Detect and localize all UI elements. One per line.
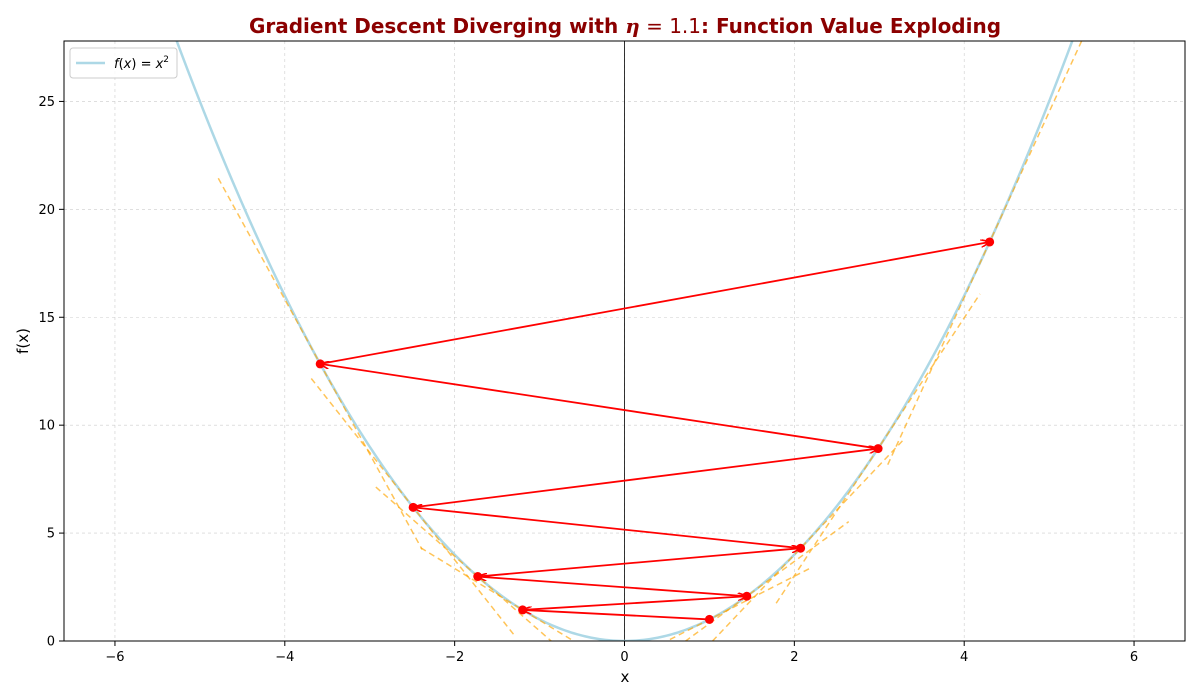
y-tick-label-2: 10 (38, 419, 55, 434)
descent-arrows (320, 242, 989, 621)
x-tick-label-2: −2 (445, 650, 464, 665)
legend-box (69, 47, 178, 79)
iterate-point-6 (873, 444, 883, 454)
iterate-point-8 (985, 237, 995, 247)
legend-label-exponent: 2 (163, 55, 169, 65)
x-tick-label-1: −4 (275, 650, 294, 665)
legend-label-paren-open: ( (119, 57, 124, 72)
descent-arrow-1 (522, 596, 747, 611)
legend-label-equals: ) = (131, 57, 155, 72)
legend-label: f(x) = x2 (114, 55, 169, 72)
y-axis-label: f(x) (14, 328, 32, 354)
descent-arrow-2 (478, 577, 747, 598)
y-axis-ticks: 0 5 10 15 20 25 (38, 95, 64, 650)
y-tick-label-0: 0 (47, 635, 55, 650)
x-tick-label-4: 2 (790, 650, 798, 665)
descent-arrow-3 (477, 548, 801, 578)
descent-arrow-0 (523, 610, 710, 621)
tangent-line-2 (684, 521, 850, 641)
chart-title-eta: η (625, 14, 640, 38)
iterate-point-5 (408, 502, 418, 512)
x-tick-label-5: 4 (960, 650, 968, 665)
x-tick-label-0: −6 (105, 650, 124, 665)
iterate-point-1 (518, 605, 528, 615)
iterate-points (315, 237, 995, 624)
iterate-point-2 (742, 591, 752, 601)
legend-label-x: x (123, 57, 132, 72)
y-tick-label-3: 15 (38, 311, 55, 326)
chart-title-part-3: : Function Value Exploding (701, 14, 1001, 38)
descent-arrow-7 (320, 242, 989, 365)
y-tick-label-5: 25 (38, 95, 55, 110)
tangent-lines (217, 41, 1083, 641)
x-tick-label-3: 0 (620, 650, 628, 665)
x-tick-label-6: 6 (1130, 650, 1138, 665)
y-tick-label-4: 20 (38, 203, 55, 218)
legend-label-x2: x (155, 57, 164, 72)
descent-arrow-5 (413, 449, 878, 509)
x-axis-ticks: −6 −4 −2 0 2 4 6 (105, 641, 1138, 665)
descent-arrow-4 (413, 507, 801, 550)
iterate-point-3 (473, 572, 483, 582)
x-axis-label: x (621, 668, 630, 686)
legend-label-f: f (114, 57, 121, 72)
legend: f(x) = x2 (69, 47, 178, 79)
chart-title-part-2: = 1.1 (640, 14, 701, 38)
y-tick-label-1: 5 (47, 527, 55, 542)
plot-area (175, 41, 1083, 641)
chart-title: Gradient Descent Diverging with η = 1.1:… (249, 14, 1001, 38)
iterate-point-7 (315, 359, 325, 369)
chart-title-part-1: Gradient Descent Diverging with (249, 14, 625, 38)
descent-arrow-6 (320, 364, 879, 450)
iterate-point-4 (796, 543, 806, 553)
iterate-point-0 (704, 614, 714, 624)
